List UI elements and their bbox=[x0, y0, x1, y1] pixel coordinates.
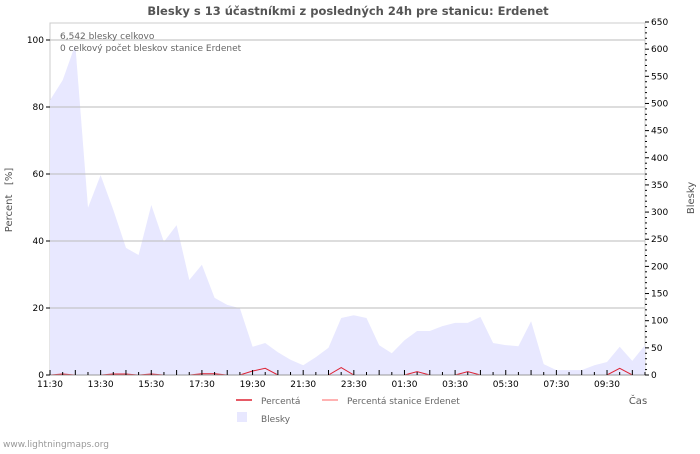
left-tick-label: 40 bbox=[33, 237, 45, 247]
footer-link[interactable]: www.lightningmaps.org bbox=[3, 440, 109, 450]
x-tick-label: 01:30 bbox=[391, 380, 417, 390]
right-tick-label: 200 bbox=[651, 262, 668, 272]
annotation-station: 0 celkový počet bleskov stanice Erdenet bbox=[60, 43, 242, 54]
x-tick-label: 11:30 bbox=[37, 380, 63, 390]
x-tick-label: 15:30 bbox=[138, 380, 164, 390]
chart-title: Blesky s 13 účastníkmi z posledných 24h … bbox=[147, 4, 549, 18]
left-tick-label: 0 bbox=[38, 371, 44, 381]
x-tick-label: 03:30 bbox=[442, 380, 468, 390]
x-tick-label: 23:30 bbox=[341, 380, 367, 390]
x-tick-label: 21:30 bbox=[290, 380, 316, 390]
x-tick-label: 19:30 bbox=[240, 380, 266, 390]
x-tick-label: 05:30 bbox=[493, 380, 519, 390]
left-tick-label: 80 bbox=[33, 103, 45, 113]
right-tick-label: 50 bbox=[651, 344, 663, 354]
right-tick-label: 550 bbox=[651, 72, 668, 82]
right-tick-label: 350 bbox=[651, 181, 668, 191]
legend-swatch-blesky bbox=[237, 412, 247, 422]
right-tick-label: 450 bbox=[651, 127, 668, 137]
right-tick-label: 100 bbox=[651, 317, 668, 327]
left-tick-label: 100 bbox=[27, 36, 44, 46]
x-tick-label: 09:30 bbox=[594, 380, 620, 390]
right-tick-label: 400 bbox=[651, 154, 668, 164]
legend-label-station: Percentá stanice Erdenet bbox=[347, 397, 460, 407]
right-tick-label: 600 bbox=[651, 45, 668, 55]
right-tick-label: 150 bbox=[651, 290, 668, 300]
right-tick-label: 650 bbox=[651, 18, 668, 28]
x-axis-label: Čas bbox=[629, 394, 647, 407]
x-tick-label: 07:30 bbox=[543, 380, 569, 390]
right-tick-label: 300 bbox=[651, 208, 668, 218]
x-tick-label: 13:30 bbox=[88, 380, 114, 390]
left-axis-label: Percent [%] bbox=[4, 168, 15, 233]
left-tick-label: 60 bbox=[33, 170, 45, 180]
legend-label-percent: Percentá bbox=[261, 397, 300, 407]
legend-label-blesky: Blesky bbox=[261, 415, 291, 425]
left-tick-label: 20 bbox=[33, 304, 45, 314]
blesky-area bbox=[50, 44, 645, 376]
x-tick-label: 17:30 bbox=[189, 380, 215, 390]
right-axis-label: Blesky bbox=[686, 182, 697, 214]
right-tick-label: 0 bbox=[651, 371, 657, 381]
right-tick-label: 500 bbox=[651, 99, 668, 109]
annotation-total: 6,542 blesky celkovo bbox=[60, 32, 155, 42]
right-tick-label: 250 bbox=[651, 235, 668, 245]
